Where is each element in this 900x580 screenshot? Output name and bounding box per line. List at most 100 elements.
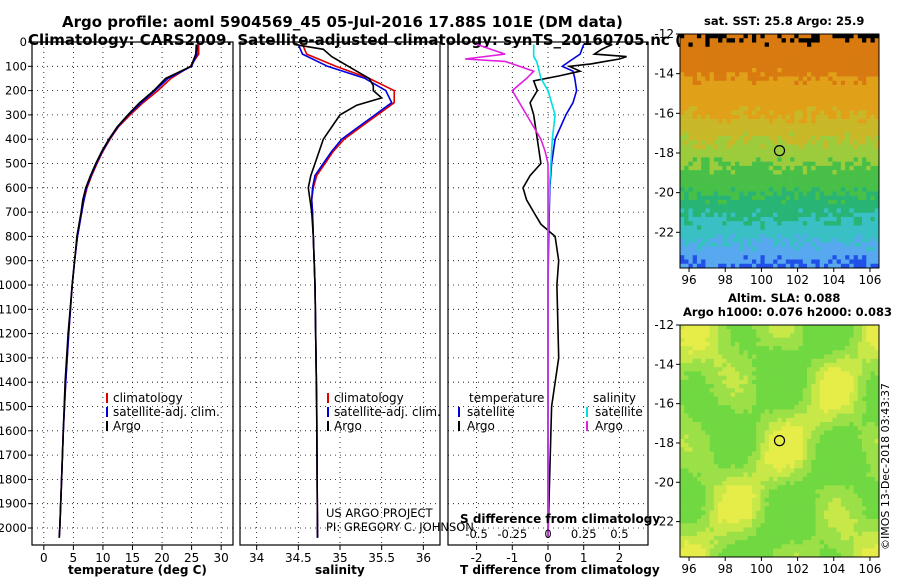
map-cell <box>743 51 749 56</box>
map-cell <box>819 367 825 372</box>
map-cell <box>751 161 757 167</box>
map-cell <box>840 127 846 133</box>
map-cell <box>688 481 693 486</box>
map-cell <box>807 443 812 448</box>
map-cell <box>802 413 808 419</box>
map-cell <box>853 106 859 111</box>
map-cell <box>701 157 706 162</box>
map-cell <box>811 110 816 116</box>
map-cell <box>845 329 850 334</box>
map-cell <box>722 76 727 82</box>
map-cell <box>874 63 880 69</box>
map-cell <box>739 221 744 226</box>
map-cell <box>819 510 825 516</box>
map-cell <box>798 63 804 69</box>
map-cell <box>688 514 693 520</box>
map-cell <box>747 443 753 448</box>
map-cell <box>692 497 698 503</box>
map-cell <box>680 481 685 486</box>
map-cell <box>790 140 795 145</box>
map-cell <box>849 178 854 184</box>
map-cell <box>828 238 833 243</box>
map-cell <box>819 93 825 99</box>
map-cell <box>718 468 723 473</box>
map-cell <box>819 333 825 338</box>
map-cell <box>739 489 744 495</box>
map-cell <box>807 123 812 128</box>
map-cell <box>764 409 770 414</box>
map-cell <box>709 165 715 171</box>
map-cell <box>701 476 706 482</box>
map-cell <box>790 371 795 376</box>
map-cell <box>840 464 846 469</box>
map-cell <box>692 447 698 452</box>
map-cell <box>777 216 782 222</box>
map-cell <box>807 259 812 265</box>
map-cell <box>849 51 854 56</box>
map-cell <box>726 68 732 73</box>
map-cell <box>743 481 749 486</box>
map-cell <box>760 51 765 56</box>
map-cell <box>718 329 723 334</box>
map-cell <box>726 51 732 56</box>
map-cell <box>798 464 804 469</box>
map-cell <box>819 144 825 150</box>
map-cell <box>857 106 863 111</box>
map-cell <box>768 259 774 265</box>
map-cell <box>785 250 791 256</box>
map-cell <box>828 93 833 99</box>
map-cell <box>785 476 791 482</box>
map-cell <box>862 409 867 414</box>
map-cell <box>866 238 871 243</box>
map-cell <box>870 195 876 201</box>
map-cell <box>857 102 863 107</box>
map-cell <box>739 405 744 410</box>
map-cell <box>705 455 710 461</box>
map-cell <box>747 76 753 82</box>
map-cell <box>866 233 871 239</box>
map-cell <box>781 229 787 235</box>
map-cell <box>692 358 698 364</box>
map-cell <box>760 447 765 452</box>
map-cell <box>730 225 736 230</box>
map-cell <box>798 396 804 402</box>
map-cell <box>862 384 867 389</box>
map-cell <box>730 333 736 338</box>
map-cell <box>701 362 706 368</box>
map-cell <box>701 519 706 524</box>
map-cell <box>870 165 876 171</box>
map-x-tick-label: 100 <box>750 273 773 287</box>
map-cell <box>735 89 740 94</box>
map-cell <box>709 153 715 158</box>
map-cell <box>713 259 719 265</box>
map-cell <box>722 485 727 490</box>
map-cell <box>862 106 867 111</box>
map-cell <box>773 161 778 167</box>
map-cell <box>696 170 702 175</box>
map-cell <box>760 246 765 252</box>
map-cell <box>739 204 744 209</box>
map-cell <box>811 250 816 256</box>
map-cell <box>773 481 778 486</box>
map-cell <box>857 259 863 265</box>
map-cell <box>802 481 808 486</box>
map-cell <box>730 358 736 364</box>
map-cell <box>747 354 753 360</box>
map-cell <box>777 208 782 213</box>
map-cell <box>730 85 736 90</box>
map-cell <box>832 476 837 482</box>
map-cell <box>798 170 804 175</box>
map-cell <box>832 464 837 469</box>
map-cell <box>764 233 770 239</box>
map-cell <box>777 430 782 435</box>
map-cell <box>701 85 706 90</box>
map-cell <box>718 362 723 368</box>
map-cell <box>680 165 685 171</box>
map-cell <box>730 263 736 269</box>
map-cell <box>768 165 774 171</box>
map-cell <box>785 455 791 461</box>
map-cell <box>823 459 829 465</box>
map-cell <box>701 384 706 389</box>
map-cell <box>828 388 833 393</box>
map-cell <box>794 68 799 73</box>
